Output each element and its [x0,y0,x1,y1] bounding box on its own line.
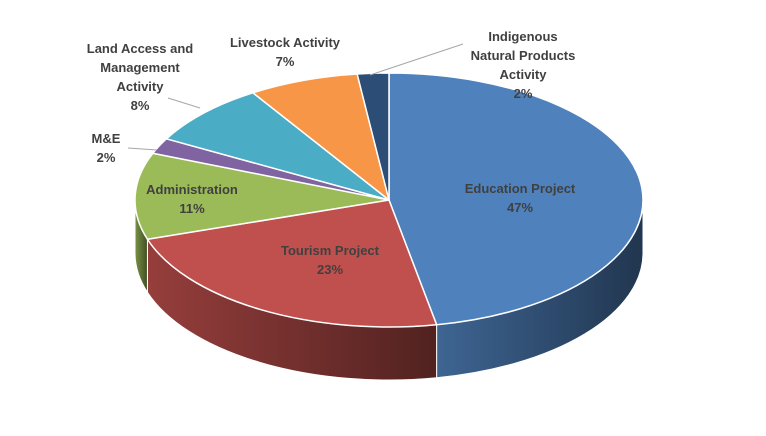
data-label-livestock-activity: Livestock Activity 7% [230,35,341,69]
pie-slice-education-project [388,72,644,326]
pie-slice-livestock-activity [252,73,390,201]
data-label-m-e: M&E 2% [92,131,121,165]
leader-line-indigenous-natural-products-activity [369,43,464,76]
data-label-education-project: Education Project 47% [465,181,576,215]
data-label-land-access-and-management-activity: Land Access and Management Activity 8% [87,41,194,113]
leader-line-land-access-and-management-activity [167,97,201,109]
pie-slice-indigenous-natural-products-activity [356,72,390,201]
pie-slice-tourism-project [146,199,438,328]
data-label-tourism-project: Tourism Project 23% [281,243,380,277]
leader-line-m-e [127,147,158,151]
data-label-administration: Administration 11% [146,182,238,216]
pie-slice-administration [134,152,390,240]
data-label-indigenous-natural-products-activity: Indigenous Natural Products Activity 2% [471,29,576,101]
pie-slice-land-access-and-management-activity [165,92,390,201]
